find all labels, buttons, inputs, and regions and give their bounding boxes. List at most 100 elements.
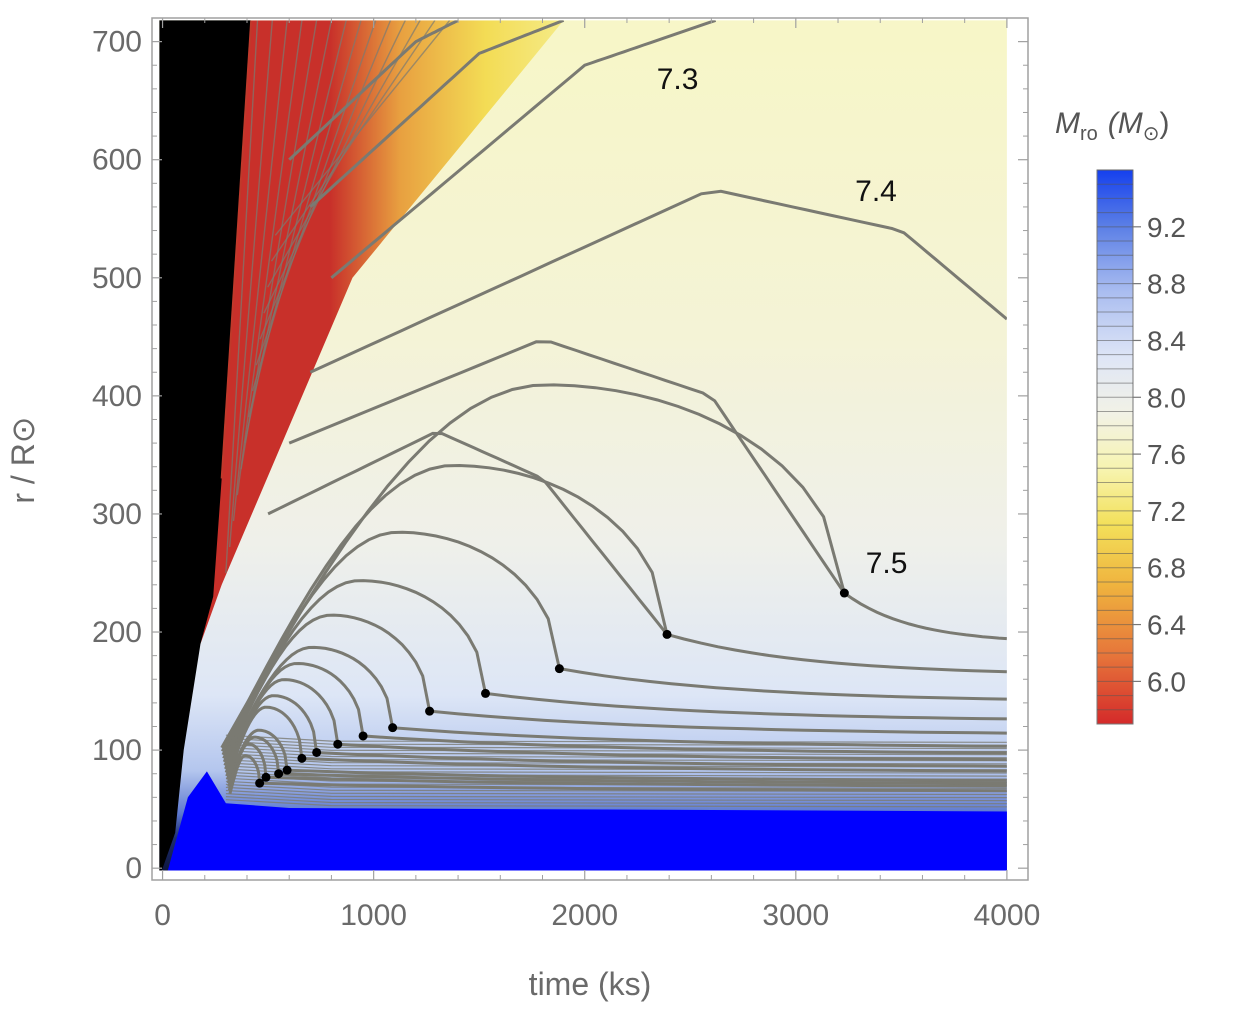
turning-point — [274, 769, 284, 779]
plot-frame — [151, 17, 1029, 881]
contour-line — [251, 20, 362, 392]
colorbar-bands — [1097, 169, 1133, 711]
contour-line — [255, 20, 377, 366]
colorbar-tick-label: 8.0 — [1147, 382, 1186, 413]
red-edge-line — [220, 20, 253, 479]
contour-line — [236, 20, 303, 496]
y-axis-title: r / R⊙ — [5, 416, 41, 503]
colorbar: Mro (M⊙) 6.0 6.4 6.8 7.2 7.6 8.0 8.4 8.8 9.2 — [1055, 107, 1186, 725]
colorbar-title-unit: (M — [1108, 107, 1143, 140]
contour-line — [225, 740, 1007, 750]
contour-line — [220, 383, 1007, 749]
contour-label: 7.5 — [866, 547, 908, 580]
turning-point — [312, 747, 322, 757]
contour-line — [225, 705, 1007, 781]
contour-line — [225, 789, 1007, 799]
colorbar-ticks: 6.0 6.4 6.8 7.2 7.6 8.0 8.4 8.8 9.2 — [1133, 212, 1186, 697]
contour-label: 7.3 — [657, 63, 699, 96]
contour-line — [225, 796, 1007, 805]
turning-point — [388, 723, 398, 733]
black-region — [159, 20, 252, 871]
hot-wedge — [200, 20, 564, 644]
contour-line — [225, 799, 1007, 808]
contour-line — [225, 743, 1007, 753]
contour-line — [225, 753, 1007, 762]
x-tick-label: 2000 — [551, 899, 618, 932]
y-tick-label: 400 — [92, 380, 142, 413]
y-tick-label: 300 — [92, 498, 142, 531]
colorbar-title-unit-sub: ⊙ — [1143, 123, 1160, 145]
contour-line — [225, 768, 1007, 777]
contour-line — [309, 189, 1007, 374]
contour-line — [225, 734, 1007, 743]
colorbar-tick-label: 8.8 — [1147, 269, 1186, 300]
turning-point — [282, 765, 292, 775]
y-tick-label: 200 — [92, 616, 142, 649]
contour-labels: 7.3 7.4 7.5 — [657, 63, 908, 580]
colorbar-tick-label: 6.4 — [1147, 610, 1186, 641]
contour-line — [220, 463, 1007, 752]
contour-line — [225, 765, 1007, 774]
turning-point — [481, 688, 491, 698]
colorbar-title-main: M — [1055, 107, 1080, 140]
contour-line — [222, 579, 1007, 760]
colorbar-title-sub: ro — [1080, 123, 1098, 145]
colorbar-title: Mro (M⊙) — [1055, 107, 1170, 145]
plot-area — [159, 20, 1007, 871]
contour-line — [229, 20, 273, 548]
turning-point — [425, 706, 435, 716]
contour-line — [274, 20, 451, 236]
contour-line — [225, 737, 1007, 746]
colorbar-tick-label: 6.8 — [1147, 553, 1186, 584]
contour-line — [225, 762, 1007, 771]
x-tick-label: 3000 — [762, 899, 829, 932]
contour-label: 7.4 — [855, 175, 897, 208]
y-tick-label: 100 — [92, 734, 142, 767]
turning-point — [662, 629, 672, 639]
turning-point — [333, 739, 343, 749]
colorbar-tick-label: 6.0 — [1147, 666, 1186, 697]
colorbar-tick-label: 7.2 — [1147, 496, 1186, 527]
turning-point — [554, 664, 564, 674]
turning-point — [261, 772, 271, 782]
contour-line — [267, 431, 669, 636]
y-tick-label: 500 — [92, 262, 142, 295]
contour-line — [263, 20, 406, 314]
colorbar-gradient — [1096, 169, 1134, 725]
x-tick-label: 0 — [154, 899, 171, 932]
x-tick-label: 1000 — [340, 899, 407, 932]
colorbar-tick-label: 8.4 — [1147, 325, 1186, 356]
contour-line — [221, 530, 1007, 756]
y-tick-label: 600 — [92, 144, 142, 177]
x-tick-label: 4000 — [974, 899, 1041, 932]
turning-point — [358, 731, 368, 741]
contour-line — [222, 613, 1007, 763]
turning-point — [839, 588, 849, 598]
core-region — [167, 771, 1007, 871]
contour-line — [225, 20, 259, 574]
contour-line — [225, 746, 1007, 756]
y-axis: 0 100 200 300 400 500 600 700 — [92, 26, 1028, 885]
contour-line — [288, 340, 846, 594]
contour-lines — [220, 20, 1007, 808]
turning-point — [297, 753, 307, 763]
contour-line — [225, 793, 1007, 802]
contour-line — [270, 20, 436, 262]
x-axis: 0 1000 2000 3000 4000 — [154, 18, 1040, 932]
contour-line — [225, 786, 1007, 796]
contour-line — [224, 661, 1007, 770]
contour-line — [309, 20, 565, 209]
contour-line — [330, 20, 717, 279]
contour-line — [259, 20, 392, 340]
colorbar-tick-label: 9.2 — [1147, 212, 1186, 243]
contour-line — [232, 20, 288, 522]
contour-line — [225, 759, 1007, 768]
colorbar-title-close: ) — [1160, 107, 1170, 140]
y-tick-label: 700 — [92, 26, 142, 59]
turning-points — [255, 588, 849, 788]
y-tick-label: 0 — [125, 852, 142, 885]
contour-line — [225, 771, 1007, 780]
contour-line — [225, 756, 1007, 765]
